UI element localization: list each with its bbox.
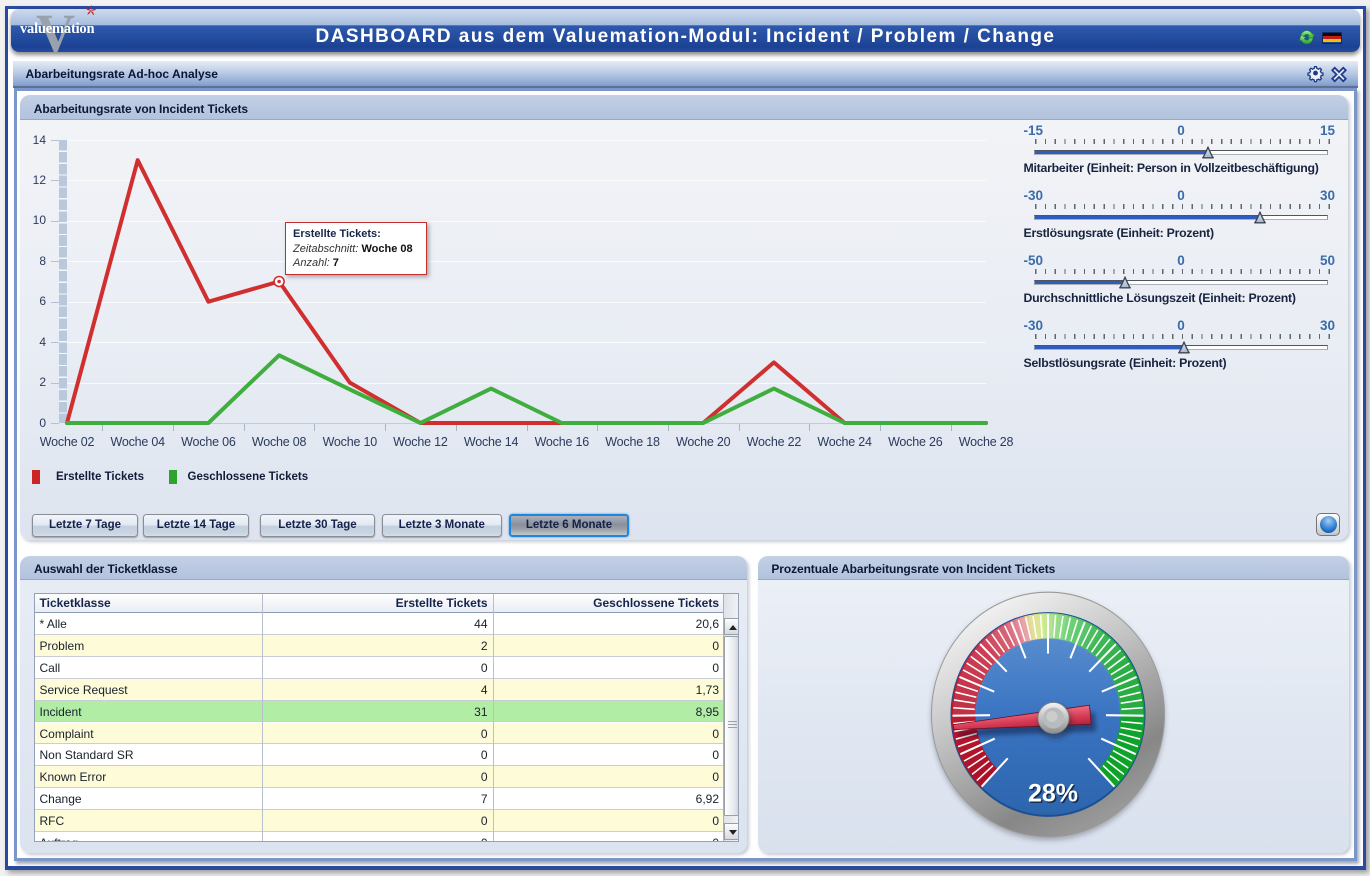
svg-text:28%: 28% xyxy=(1028,780,1078,808)
svg-text:28%: 28% xyxy=(1029,781,1079,809)
